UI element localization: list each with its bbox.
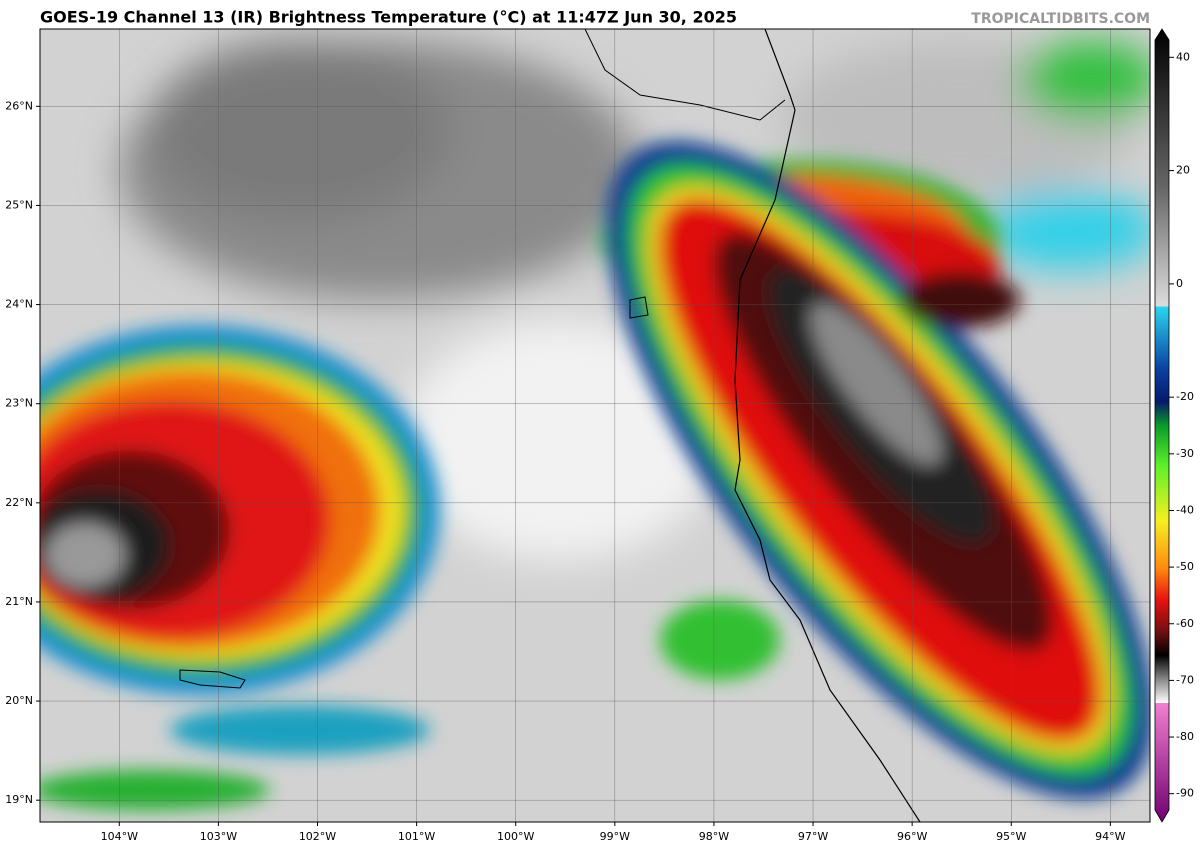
colorbar-label: -80: [1176, 730, 1194, 743]
lat-label: 19°N: [5, 793, 33, 806]
colorbar-label: -70: [1176, 673, 1194, 686]
map-frame: [39, 28, 1151, 823]
colorbar-label: -50: [1176, 560, 1194, 573]
lon-label: 103°W: [200, 830, 237, 843]
title: GOES-19 Channel 13 (IR) Brightness Tempe…: [40, 8, 737, 27]
colorbar-label: -60: [1176, 617, 1194, 630]
lon-label: 97°W: [798, 830, 828, 843]
lon-label: 94°W: [1095, 830, 1125, 843]
lat-label: 20°N: [5, 694, 33, 707]
lat-label: 21°N: [5, 595, 33, 608]
colorbar-label: 20: [1176, 164, 1190, 177]
lat-label: 26°N: [5, 99, 33, 112]
lon-label: 98°W: [699, 830, 729, 843]
lon-label: 104°W: [101, 830, 138, 843]
credit: TROPICALTIDBITS.COM: [971, 11, 1150, 27]
colorbar-label: -40: [1176, 503, 1194, 516]
lon-label: 102°W: [299, 830, 336, 843]
colorbar-label: -20: [1176, 390, 1194, 403]
graticule: [40, 29, 1150, 822]
satellite-imagery: [40, 29, 1150, 822]
lon-label: 100°W: [497, 830, 534, 843]
colorbar-label: 0: [1176, 277, 1183, 290]
lat-label: 22°N: [5, 496, 33, 509]
colorbar-label: -90: [1176, 787, 1194, 800]
lat-label: 25°N: [5, 198, 33, 211]
lat-label: 24°N: [5, 298, 33, 311]
colorbar: [1154, 28, 1170, 823]
lon-label: 95°W: [996, 830, 1026, 843]
colorbar-label: -30: [1176, 447, 1194, 460]
lat-label: 23°N: [5, 397, 33, 410]
lon-label: 96°W: [897, 830, 927, 843]
lon-label: 99°W: [600, 830, 630, 843]
colorbar-label: 40: [1176, 50, 1190, 63]
lon-label: 101°W: [398, 830, 435, 843]
